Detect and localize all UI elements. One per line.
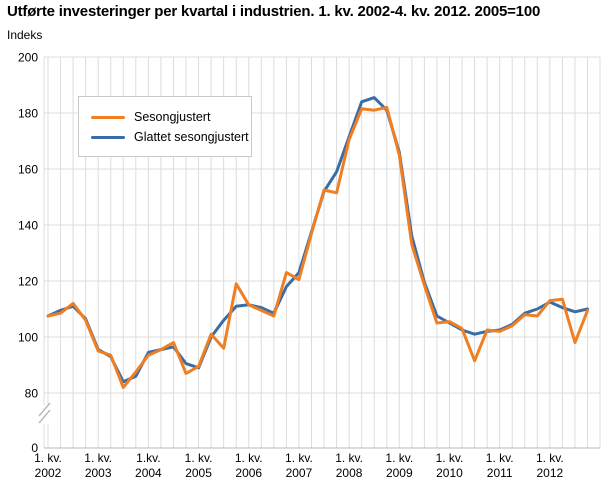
y-tick-label: 120 <box>18 275 38 289</box>
y-tick-zero-label: 0 <box>31 441 38 455</box>
x-tick-year-label: 2011 <box>487 466 513 480</box>
y-tick-label: 180 <box>18 107 38 121</box>
x-tick-year-label: 2004 <box>135 466 162 480</box>
x-tick-label: 1. kv. <box>536 451 564 465</box>
axis-break-icon <box>38 402 51 417</box>
x-tick-label: 1. kv. <box>486 451 514 465</box>
y-axis-unit-label: Indeks <box>7 28 43 42</box>
y-tick-label: 160 <box>18 163 38 177</box>
x-tick-label: 1. kv. <box>436 451 464 465</box>
y-tick-label: 140 <box>18 219 38 233</box>
x-tick-year-label: 2005 <box>185 466 212 480</box>
x-tick-label: 1. kv. <box>285 451 313 465</box>
legend-swatch-orange-icon <box>91 115 125 119</box>
legend: Sesongjustert Glattet sesongjustert <box>78 96 252 157</box>
legend-label: Sesongjustert <box>134 110 211 124</box>
legend-item-sesongjustert: Sesongjustert <box>91 107 241 127</box>
axis-break-mask <box>37 406 50 424</box>
axis-break-icon <box>38 409 51 424</box>
chart-title: Utførte investeringer per kvartal i indu… <box>7 3 541 20</box>
x-tick-year-label: 2006 <box>235 466 262 480</box>
y-tick-label: 80 <box>25 387 39 401</box>
x-tick-label: 1. kv. <box>335 451 363 465</box>
x-tick-label: 1. kv. <box>385 451 413 465</box>
x-tick-label: 1.kv. <box>136 451 160 465</box>
x-tick-label: 1. kv. <box>84 451 112 465</box>
y-tick-label: 200 <box>18 51 38 65</box>
legend-label: Glattet sesongjustert <box>134 130 249 144</box>
x-tick-year-label: 2010 <box>436 466 463 480</box>
x-tick-year-label: 2003 <box>85 466 112 480</box>
x-tick-year-label: 2008 <box>336 466 363 480</box>
x-tick-label: 1. kv. <box>34 451 62 465</box>
legend-item-glattet: Glattet sesongjustert <box>91 127 249 147</box>
x-tick-year-label: 2012 <box>537 466 564 480</box>
series-line-sesongjustert <box>46 105 589 389</box>
x-tick-year-label: 2007 <box>286 466 313 480</box>
x-tick-label: 1. kv. <box>185 451 213 465</box>
x-tick-year-label: 2002 <box>35 466 62 480</box>
x-tick-label: 1. kv. <box>235 451 263 465</box>
y-tick-label: 100 <box>18 331 38 345</box>
x-tick-year-label: 2009 <box>386 466 413 480</box>
legend-swatch-blue-icon <box>91 135 125 139</box>
